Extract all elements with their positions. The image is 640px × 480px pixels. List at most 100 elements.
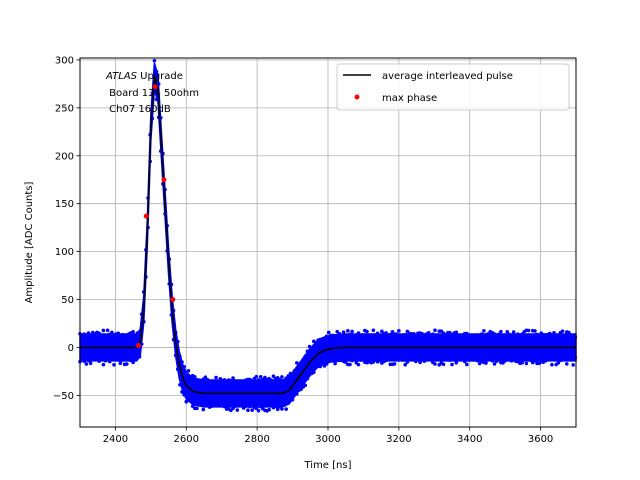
raw-sample-point [256,378,261,382]
raw-sample-point [250,408,254,412]
raw-sample-point [116,331,121,336]
raw-sample-point [331,356,335,361]
raw-sample-point [377,334,382,339]
raw-sample-point [110,330,114,335]
raw-sample-point [290,397,295,402]
raw-sample-point [462,359,467,364]
raw-sample-point [388,332,393,337]
raw-sample-point [299,387,303,392]
raw-sample-point [175,339,180,344]
raw-sample-point [133,334,138,339]
raw-sample-point [422,335,427,340]
raw-sample-point [82,332,87,336]
raw-sample-point [86,358,91,363]
raw-sample-point [435,334,439,338]
raw-sample-point [418,360,422,365]
raw-sample-point [377,358,382,363]
raw-sample-point [564,362,569,366]
raw-sample-point [547,331,552,336]
raw-sample-point [503,334,507,339]
y-axis-label: Amplitude [ADC Counts] [24,181,35,303]
raw-sample-point [326,330,331,335]
raw-sample-point [80,334,84,339]
raw-sample-point [199,380,203,385]
raw-sample-point [273,404,278,409]
raw-sample-point [494,334,499,339]
raw-sample-point [403,362,408,367]
raw-sample-point [229,379,233,383]
x-tick-label: 2800 [244,434,269,445]
raw-sample-point [303,383,308,388]
raw-sample-point [201,407,206,412]
x-axis-label: Time [ns] [303,460,351,471]
raw-sample-point [524,361,529,366]
raw-sample-point [178,354,182,359]
x-tick-label: 3400 [457,434,482,445]
raw-sample-point [154,97,159,102]
x-tick-label: 3000 [315,434,340,445]
raw-sample-point [178,382,182,387]
max-phase-point [170,297,176,303]
raw-sample-point [192,375,197,379]
average-pulse-line [80,75,576,395]
raw-sample-point [99,356,104,360]
raw-sample-point [573,335,578,340]
upgrade-label: Upgrade [137,71,183,82]
raw-sample-point [405,360,410,364]
raw-sample-point [267,407,271,412]
raw-sample-point [309,345,314,350]
raw-sample-point [384,331,388,335]
max-phase-series [135,84,176,349]
raw-sample-point [86,331,91,335]
raw-sample-point [282,403,286,408]
raw-sample-point [184,373,189,377]
raw-sample-point [248,377,252,382]
raw-sample-point [492,362,497,366]
raw-sample-point [394,332,399,336]
raw-sample-point [492,332,497,336]
raw-sample-point [509,335,514,340]
x-tick-label: 2600 [174,434,199,445]
raw-sample-point [246,408,250,413]
raw-sample-point [84,335,89,339]
raw-sample-point [511,330,516,334]
y-tick-label: 0 [68,343,74,354]
raw-sample-point [386,356,391,361]
average-pulse-series [80,75,576,395]
x-tick-label: 3200 [386,434,411,445]
raw-sample-point [222,378,227,382]
atlas-label: ATLAS [105,71,138,82]
annotation-line-2: Board 134 50ohm [106,88,199,99]
raw-sample-point [371,328,376,333]
raw-sample-point [241,381,246,385]
raw-sample-point [428,357,433,362]
raw-sample-point [314,343,318,347]
raw-sample-point [103,334,108,339]
raw-sample-point [426,331,431,335]
raw-sample-point [280,407,284,411]
raw-sample-point [390,330,395,334]
raw-sample-point [499,329,503,334]
max-phase-point [143,213,149,219]
annotation-line-1: ATLAS Upgrade [105,71,183,82]
raw-sample-point [460,335,465,339]
raw-sample-point [299,361,303,365]
raw-sample-point [479,332,484,336]
raw-sample-point [537,334,541,338]
raw-sample-point [343,360,348,364]
raw-sample-point [286,374,291,378]
raw-sample-point [110,357,114,362]
raw-sample-point [195,406,199,411]
raw-sample-point [188,398,193,403]
raw-sample-point [416,357,420,361]
raw-sample-point [278,377,282,382]
raw-sample-point [297,365,301,369]
raw-sample-point [269,378,274,382]
x-tick-label: 3600 [528,434,553,445]
raw-sample-point [312,370,316,375]
raw-sample-point [182,364,186,369]
raw-sample-point [284,376,288,381]
grid [80,58,576,427]
raw-sample-point [558,358,563,363]
raw-sample-point [284,407,288,411]
